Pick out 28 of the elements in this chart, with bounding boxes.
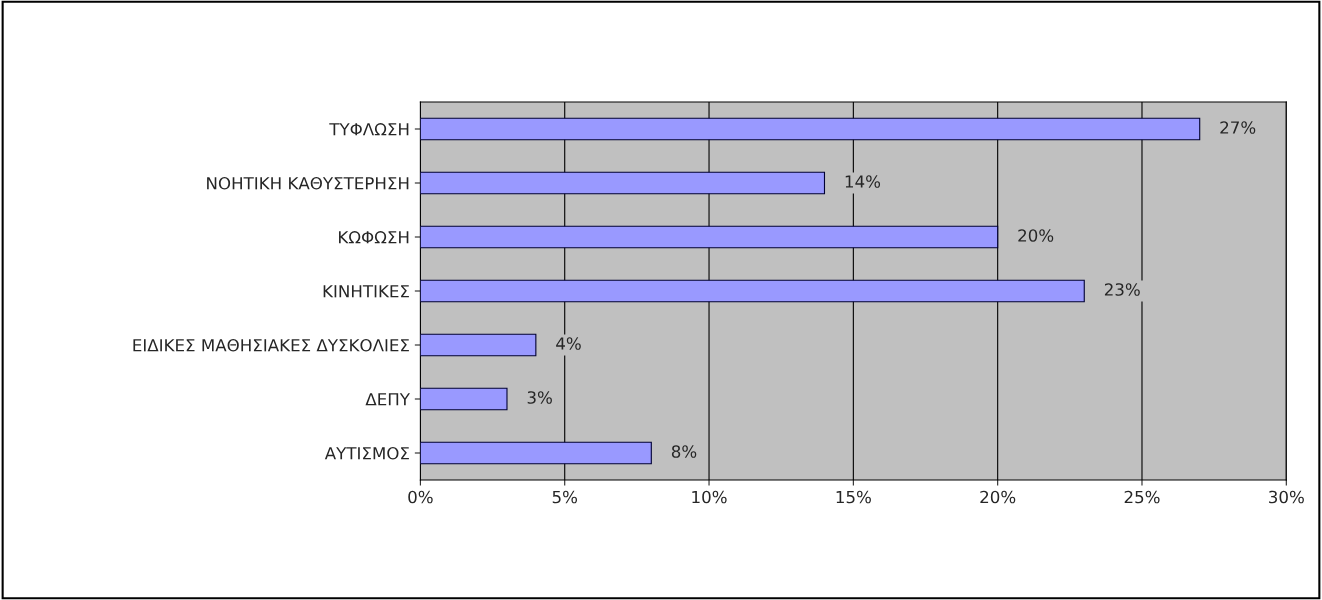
y-tick-label: ΤΥΦΛΩΣΗ [329, 123, 409, 136]
data-label: 8% [671, 445, 697, 458]
bar [420, 225, 999, 249]
x-tick-label: 25% [1124, 490, 1160, 504]
bar [420, 333, 537, 357]
bar [420, 387, 508, 411]
x-tick-label: 5% [552, 490, 578, 504]
y-tick-label: ΑΥΤΙΣΜΟΣ [324, 446, 409, 460]
y-tick-label: ΝΟΗΤΙΚΗ ΚΑΘΥΣΤΕΡΗΣΗ [207, 176, 409, 190]
y-tick-label: ΚΩΦΩΣΗ [339, 231, 409, 244]
data-label: 27% [1220, 121, 1256, 134]
bar [420, 441, 652, 465]
data-label: 4% [556, 337, 581, 350]
x-tick-label: 0% [408, 490, 433, 504]
x-tick-label: 20% [980, 490, 1016, 504]
bar [420, 117, 1201, 141]
x-tick-label: 15% [836, 490, 871, 504]
data-label: 3% [527, 391, 552, 404]
y-tick-label: ΕΙΔΙΚΕΣ ΜΑΘΗΣΙΑΚΕΣ ΔΥΣΚΟΛΙΕΣ [133, 338, 409, 352]
data-label: 14% [845, 175, 881, 188]
bar [420, 171, 826, 195]
y-tick-label: ΚΙΝΗΤΙΚΕΣ [323, 285, 409, 298]
x-tick-label: 30% [1269, 490, 1304, 504]
y-tick-label: ΔΕΠΥ [365, 393, 411, 406]
x-tick-label: 10% [692, 490, 727, 504]
data-label: 20% [1018, 229, 1054, 242]
data-label: 23% [1104, 283, 1140, 296]
bar [420, 279, 1085, 303]
